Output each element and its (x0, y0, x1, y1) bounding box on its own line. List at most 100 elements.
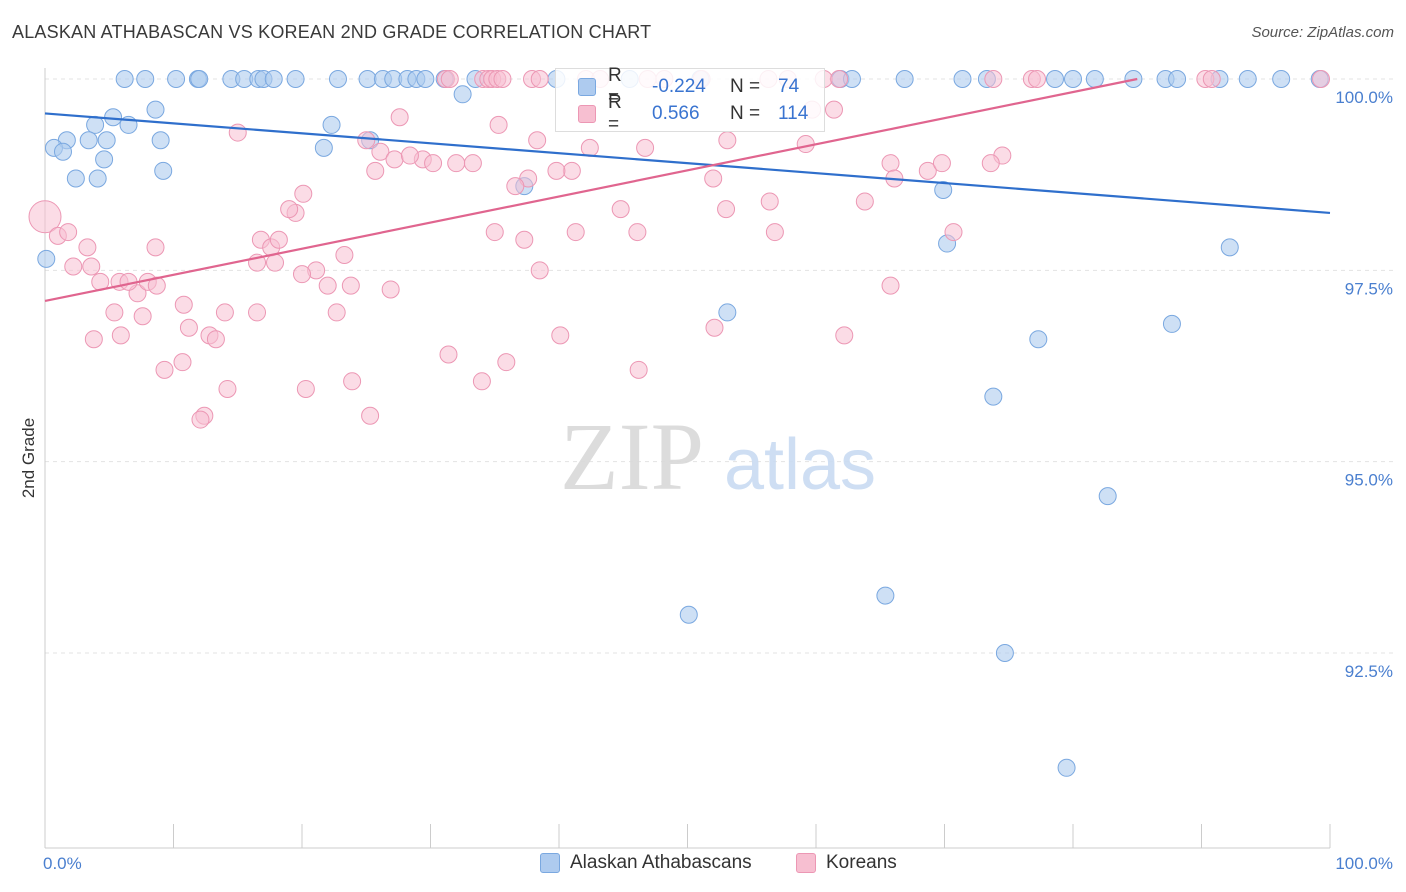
point-korean-112 (439, 345, 458, 364)
point-korean-109 (218, 379, 237, 398)
point-korean-1 (440, 70, 459, 88)
watermark-zip: ZIP (560, 403, 704, 510)
point-korean-25 (824, 100, 843, 119)
point-alaskan-64 (984, 387, 1003, 406)
legend-row-korean: R = 0.566 N = 114 (578, 92, 818, 135)
source-label: Source: ZipAtlas.com (1251, 24, 1394, 41)
point-alaskan-67 (876, 586, 895, 605)
point-korean-35 (371, 142, 390, 161)
point-korean-69 (515, 230, 534, 249)
point-korean-92 (881, 276, 900, 295)
point-korean-44 (547, 161, 566, 180)
legend-label-alaskan: Alaskan Athabascans (570, 852, 752, 873)
point-korean-117 (191, 410, 210, 429)
point-korean-18 (984, 70, 1003, 88)
point-korean-32 (580, 138, 599, 157)
point-korean-27 (489, 115, 508, 134)
point-korean-81 (318, 276, 337, 295)
point-korean-106 (835, 326, 854, 345)
point-alaskan-39 (146, 100, 165, 119)
legend-r-label: R = (608, 92, 622, 135)
point-korean-67 (335, 246, 354, 265)
legend-n-label: N = (730, 103, 761, 124)
point-korean-97 (179, 318, 198, 337)
point-korean-98 (215, 303, 234, 322)
point-alaskan-65 (1098, 487, 1117, 506)
point-korean-41 (463, 154, 482, 173)
point-korean-80 (293, 265, 311, 284)
point-korean-115 (629, 360, 648, 379)
point-alaskan-55 (88, 169, 107, 188)
point-alaskan-0 (115, 70, 134, 88)
point-alaskan-43 (322, 115, 341, 134)
point-korean-72 (765, 223, 784, 242)
point-korean-101 (84, 330, 103, 349)
point-korean-6 (493, 70, 512, 88)
point-alaskan-26 (953, 70, 972, 88)
point-korean-58 (760, 192, 779, 211)
point-korean-104 (551, 326, 570, 345)
point-korean-39 (424, 154, 443, 173)
point-korean-75 (59, 223, 78, 242)
point-korean-108 (173, 353, 192, 372)
point-korean-23 (1312, 70, 1331, 88)
point-alaskan-17 (416, 70, 435, 88)
point-korean-33 (636, 138, 655, 157)
point-alaskan-54 (66, 169, 85, 188)
point-korean-48 (918, 161, 937, 180)
axes (44, 68, 1331, 849)
point-korean-70 (566, 223, 585, 242)
point-korean-76 (64, 257, 83, 276)
legend-swatch-blue (578, 78, 596, 96)
point-korean-30 (357, 131, 376, 150)
y-tick-label-2: 95.0% (1345, 471, 1393, 490)
point-korean-107 (155, 360, 174, 379)
point-alaskan-28 (1046, 70, 1065, 88)
point-alaskan-52 (95, 150, 114, 169)
point-alaskan-9 (264, 70, 283, 88)
point-korean-49 (932, 154, 951, 173)
point-alaskan-63 (1029, 330, 1048, 349)
point-alaskan-69 (1057, 758, 1076, 777)
point-korean-53 (855, 192, 874, 211)
x-tick-label-min: 0.0% (43, 854, 82, 873)
point-alaskan-57 (934, 180, 953, 199)
point-korean-99 (248, 303, 267, 322)
point-korean-26 (390, 108, 409, 127)
point-korean-38 (400, 146, 419, 165)
trend-line-koreans (44, 77, 1138, 303)
legend-r-label: R = (608, 65, 622, 108)
legend-r-value: -0.224 (652, 76, 706, 97)
point-korean-59 (28, 200, 62, 234)
point-alaskan-11 (328, 70, 347, 88)
point-korean-20 (1028, 70, 1047, 88)
point-korean-103 (206, 330, 225, 349)
point-alaskan-41 (86, 115, 105, 134)
point-korean-42 (562, 161, 581, 180)
point-alaskan-33 (1168, 70, 1187, 88)
point-korean-71 (628, 223, 647, 242)
point-korean-114 (497, 353, 516, 372)
legend-n-label: N = (730, 76, 761, 97)
point-alaskan-53 (154, 161, 173, 180)
tick-labels: 100.0% 97.5% 95.0% 92.5% 0.0% 100.0% (43, 88, 1393, 873)
point-korean-47 (881, 154, 900, 173)
point-korean-51 (981, 154, 1000, 173)
point-korean-54 (294, 184, 313, 203)
trend-line-alaskan (44, 112, 1331, 215)
point-alaskan-66 (679, 605, 698, 624)
legend-item-koreans: Koreans (796, 852, 897, 874)
point-korean-95 (133, 307, 152, 326)
point-alaskan-12 (358, 70, 377, 88)
point-alaskan-62 (1162, 314, 1181, 333)
point-korean-83 (82, 257, 101, 276)
point-korean-68 (485, 223, 504, 242)
point-korean-57 (717, 200, 736, 219)
point-korean-113 (472, 372, 491, 391)
y-tick-label-0: 100.0% (1335, 88, 1393, 107)
watermark-atlas: atlas (724, 425, 876, 505)
point-alaskan-4 (190, 70, 209, 88)
point-alaskan-25 (895, 70, 914, 88)
point-korean-96 (174, 295, 193, 314)
point-alaskan-58 (37, 249, 56, 268)
